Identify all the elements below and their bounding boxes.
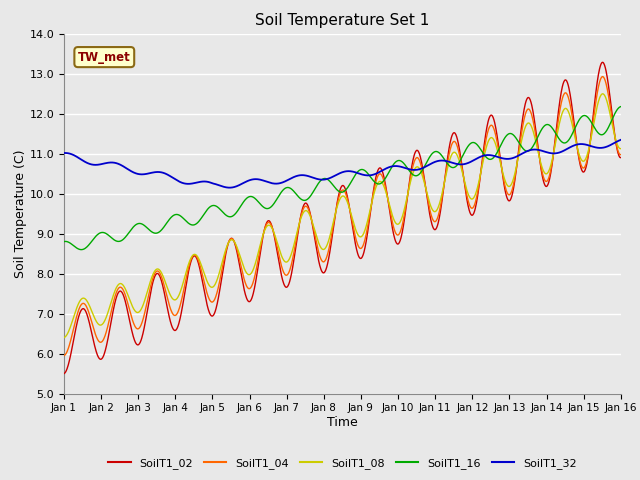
Y-axis label: Soil Temperature (C): Soil Temperature (C) xyxy=(13,149,27,278)
X-axis label: Time: Time xyxy=(327,416,358,429)
Text: TW_met: TW_met xyxy=(78,50,131,63)
Legend: SoilT1_02, SoilT1_04, SoilT1_08, SoilT1_16, SoilT1_32: SoilT1_02, SoilT1_04, SoilT1_08, SoilT1_… xyxy=(104,453,581,473)
Title: Soil Temperature Set 1: Soil Temperature Set 1 xyxy=(255,13,429,28)
